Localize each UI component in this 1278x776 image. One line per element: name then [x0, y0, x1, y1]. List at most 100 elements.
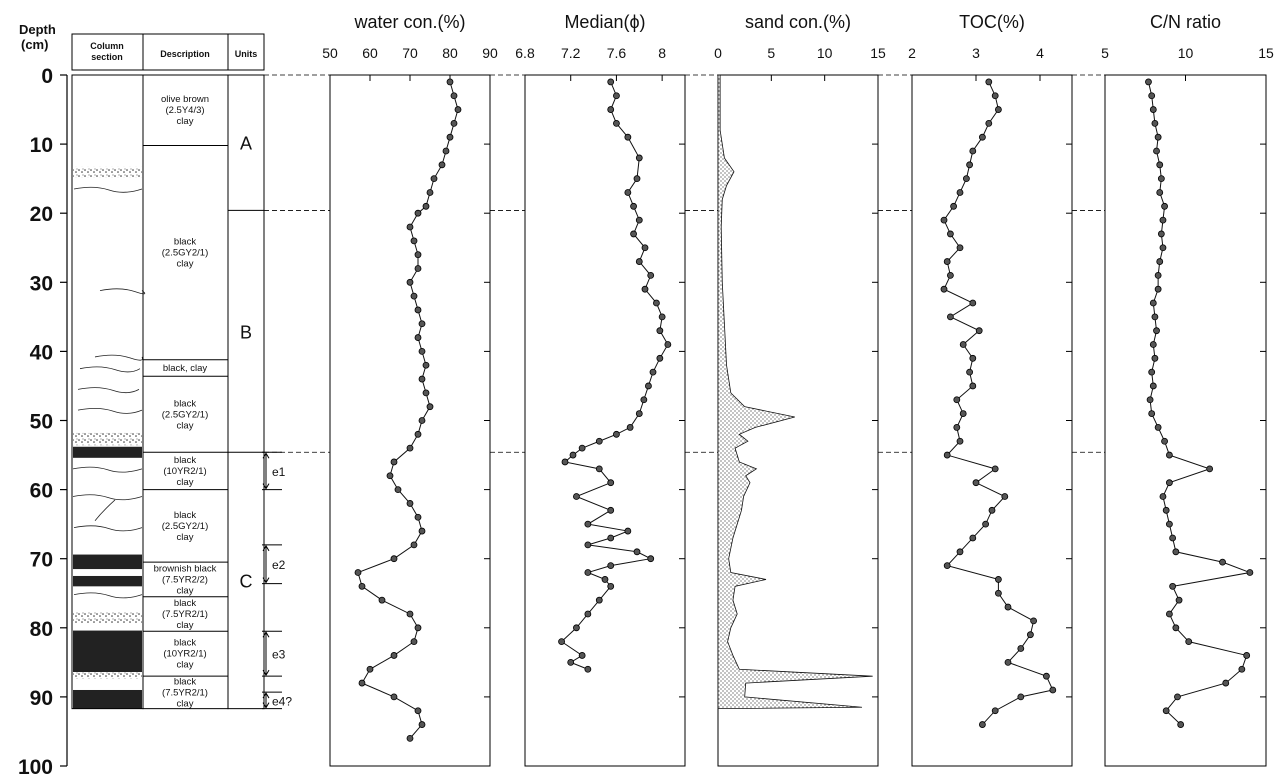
- data-point: [943, 562, 951, 570]
- data-point: [394, 486, 402, 494]
- data-point: [1166, 520, 1173, 528]
- column-header-line-2: section: [91, 52, 123, 62]
- data-point: [624, 189, 632, 196]
- data-point: [1149, 106, 1157, 113]
- data-point: [1151, 119, 1159, 127]
- data-point: [1027, 631, 1034, 639]
- data-point: [1169, 582, 1177, 590]
- data-point: [966, 161, 973, 169]
- depth-axis: 0 10 20 30 40 50 60 70 80 90 100: [18, 65, 68, 776]
- panel: TOC(%) 2 3 4: [908, 12, 1073, 767]
- lamination-line: [94, 499, 116, 521]
- data-point: [406, 444, 414, 452]
- data-point: [410, 237, 418, 245]
- lithology-band: [73, 166, 142, 178]
- lamination-line: [94, 354, 143, 361]
- data-point: [450, 92, 458, 100]
- data-point: [1159, 493, 1167, 500]
- data-point: [1169, 534, 1177, 542]
- data-point: [979, 133, 986, 141]
- x-tick-label: 8: [658, 45, 666, 61]
- description-text: black: [174, 638, 196, 649]
- panel-frame: [524, 74, 686, 767]
- x-tick-label: 4: [1036, 45, 1044, 61]
- data-point: [1206, 465, 1214, 473]
- data-point: [640, 396, 648, 404]
- description-text: clay: [177, 259, 194, 270]
- data-point: [422, 202, 430, 210]
- x-tick-label: 10: [817, 45, 833, 61]
- unit-label: B: [240, 322, 252, 342]
- data-point: [1162, 707, 1170, 715]
- data-point: [969, 354, 977, 362]
- data-point: [664, 341, 672, 348]
- data-point: [358, 679, 366, 687]
- reference-lines: [264, 74, 1105, 453]
- data-point: [975, 327, 983, 335]
- data-point: [995, 589, 1002, 597]
- description-text: clay: [177, 532, 194, 543]
- description-text: (2.5GY2/1): [162, 521, 208, 532]
- data-point: [943, 451, 951, 459]
- panel-title: water con.(%): [353, 12, 465, 32]
- data-point: [963, 175, 970, 183]
- data-point: [406, 734, 414, 742]
- x-tick-label: 15: [1258, 45, 1274, 61]
- data-point: [426, 403, 434, 411]
- data-point: [995, 106, 1002, 113]
- data-point: [991, 465, 999, 473]
- data-point: [1153, 327, 1160, 335]
- description-text: black: [174, 237, 196, 248]
- data-point: [1238, 665, 1246, 673]
- description-text: (10YR2/1): [163, 649, 206, 660]
- description-text: (7.5YR2/2): [162, 574, 208, 585]
- description-text: clay: [177, 660, 194, 671]
- depth-tick-label: 20: [30, 203, 53, 226]
- data-point: [422, 389, 430, 397]
- lamination-line: [73, 592, 143, 599]
- data-point: [406, 223, 414, 231]
- lithology-band: [73, 689, 142, 709]
- data-point: [656, 354, 664, 362]
- data-point: [578, 652, 586, 659]
- data-point: [641, 244, 649, 252]
- description-text: black: [174, 510, 196, 521]
- x-tick-label: 6.8: [515, 45, 535, 61]
- data-point: [624, 527, 632, 535]
- description-text: clay: [177, 585, 194, 596]
- data-point: [1161, 437, 1168, 445]
- data-point: [940, 216, 948, 224]
- data-point: [354, 569, 362, 576]
- panel-frame: [329, 74, 491, 767]
- data-point: [414, 334, 422, 341]
- data-point: [1154, 285, 1162, 293]
- x-tick-label: 10: [1178, 45, 1194, 61]
- data-point: [635, 258, 643, 265]
- data-point: [656, 327, 664, 335]
- data-point: [414, 265, 422, 272]
- description-header: Description: [160, 49, 210, 59]
- unit-label: A: [240, 134, 252, 154]
- data-point: [569, 451, 577, 459]
- data-point: [658, 313, 666, 321]
- data-point: [633, 175, 641, 183]
- panel-title: C/N ratio: [1150, 12, 1221, 32]
- data-point: [991, 707, 999, 715]
- data-point: [607, 78, 615, 86]
- x-tick-label: 80: [442, 45, 458, 61]
- data-point: [630, 230, 637, 238]
- data-point: [1246, 569, 1254, 576]
- data-point: [645, 382, 652, 390]
- data-point: [414, 209, 422, 217]
- data-point: [1148, 92, 1156, 100]
- description-text: black: [174, 398, 196, 409]
- description-text: black: [174, 598, 196, 609]
- data-point: [406, 500, 414, 507]
- data-point: [635, 410, 643, 417]
- data-point: [635, 154, 643, 162]
- panel: Median(ϕ) 6.8 7.2 7.6 8: [515, 12, 686, 767]
- data-point: [430, 175, 438, 183]
- data-point: [647, 271, 655, 279]
